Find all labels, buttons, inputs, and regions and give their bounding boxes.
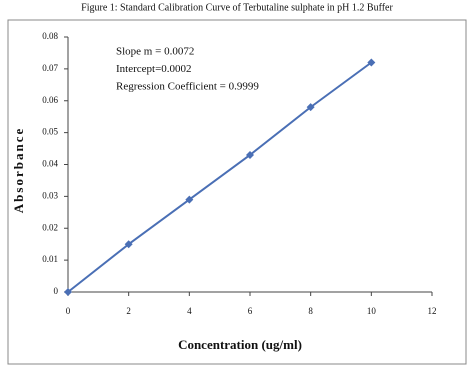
marker — [185, 195, 194, 204]
annotation: Regression Coefficient = 0.9999 — [116, 81, 259, 93]
x-tick-label: 2 — [126, 306, 131, 316]
y-axis-label: Absorbance — [11, 127, 26, 213]
annotation: Slope m = 0.0072 — [116, 46, 194, 58]
x-tick-label: 8 — [308, 306, 313, 316]
chart-frame — [7, 19, 467, 365]
y-tick-label: 0.02 — [42, 222, 58, 232]
y-tick-label: 0.08 — [42, 31, 58, 41]
x-tick-label: 6 — [248, 306, 253, 316]
y-tick-label: 0.07 — [42, 63, 58, 73]
x-tick-label: 12 — [428, 306, 437, 316]
x-tick-label: 4 — [187, 306, 192, 316]
y-tick-label: 0.06 — [42, 95, 58, 105]
marker — [306, 103, 315, 112]
y-tick-label: 0.01 — [42, 254, 58, 264]
marker — [64, 288, 72, 296]
annotation: Intercept=0.0002 — [116, 63, 192, 75]
marker — [367, 58, 376, 67]
y-tick-label: 0.03 — [42, 190, 58, 200]
x-axis-label: Concentration (ug/ml) — [178, 337, 302, 352]
x-tick-label: 0 — [66, 306, 71, 316]
line — [67, 61, 372, 293]
chart-title: Figure 1: Standard Calibration Curve of … — [81, 2, 393, 13]
y-tick-label: 0 — [54, 286, 59, 296]
x-tick-label: 10 — [367, 306, 377, 316]
y-tick-label: 0.04 — [42, 159, 58, 169]
y-tick-label: 0.05 — [42, 127, 58, 137]
marker — [124, 240, 133, 249]
marker — [246, 150, 254, 159]
